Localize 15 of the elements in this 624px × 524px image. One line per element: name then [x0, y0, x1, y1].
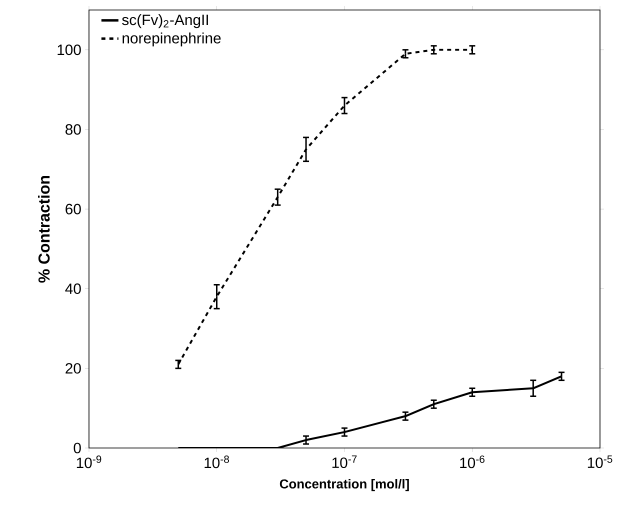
x-axis-title: Concentration [mol/l]	[280, 478, 409, 492]
legend-label: norepinephrine	[122, 32, 221, 46]
legend-label: sc(Fv)$_{2}$-AngII	[122, 14, 208, 28]
x-tick-label: 10$^{-7}$	[332, 456, 357, 468]
x-tick-label: 10$^{-6}$	[460, 456, 484, 468]
y-tick-label: 100	[58, 44, 81, 56]
x-tick-label: 10$^{-9}$	[76, 456, 102, 468]
x-tick-label: 10$^{-5}$	[588, 456, 612, 468]
y-tick-label: 80	[66, 124, 81, 135]
y-tick-label: 20	[66, 363, 81, 374]
y-axis-title: % Contraction	[38, 176, 50, 283]
y-tick-label: 60	[66, 204, 81, 214]
x-tick-label: 10$^{-8}$	[204, 456, 229, 468]
y-tick-label: 40	[65, 283, 81, 294]
y-tick-label: 0	[74, 442, 81, 454]
